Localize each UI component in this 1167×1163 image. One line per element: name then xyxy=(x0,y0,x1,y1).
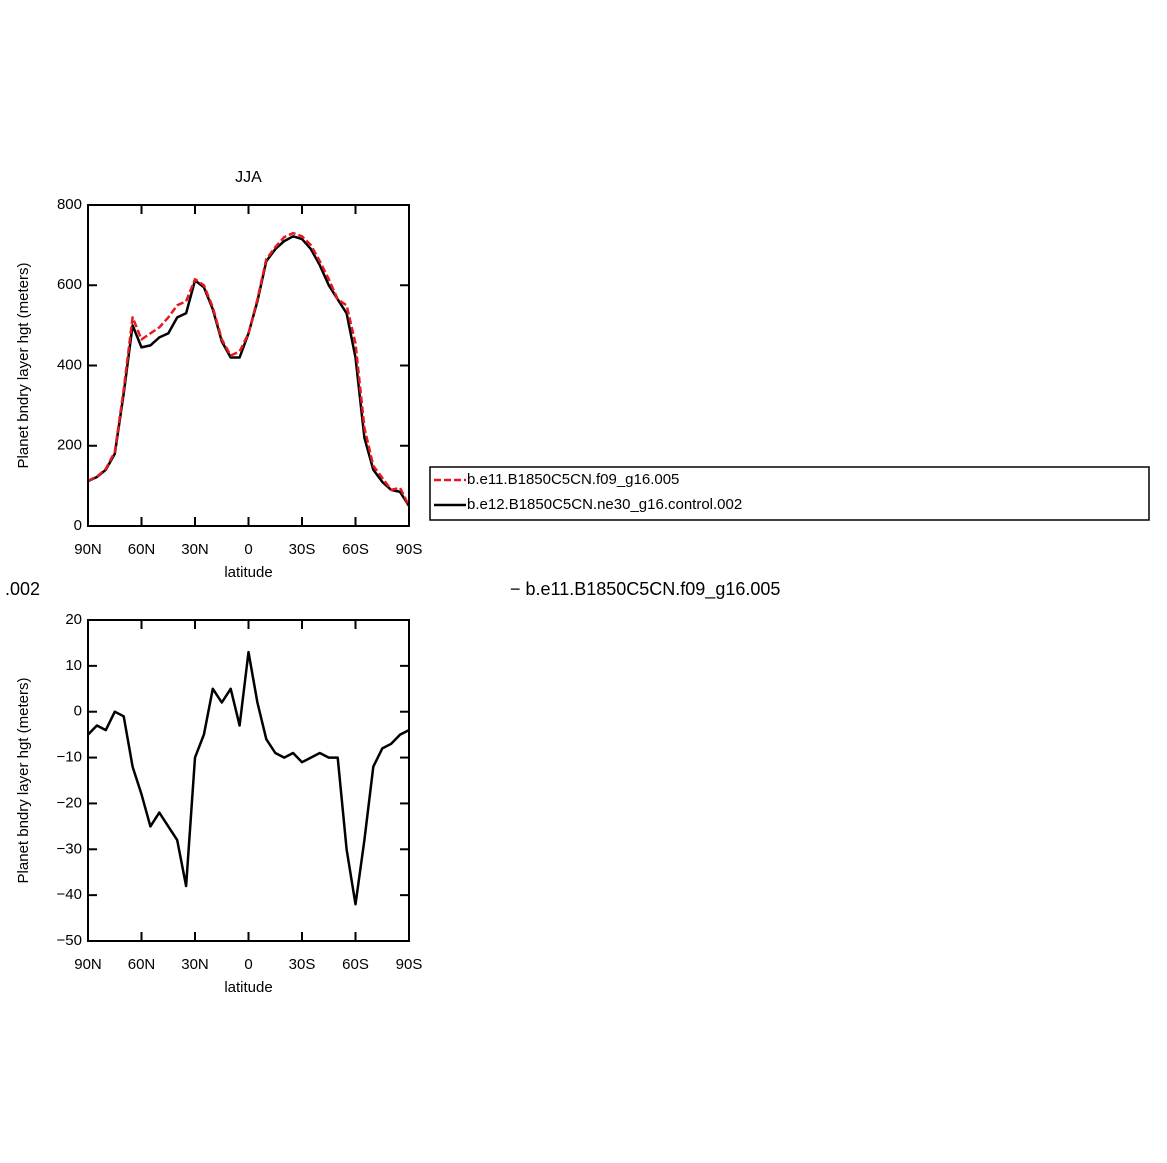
x-tick-label: 60N xyxy=(128,956,156,973)
chart-title: JJA xyxy=(235,169,262,186)
y-tick-label: 200 xyxy=(57,437,82,454)
x-tick-label: 0 xyxy=(244,956,252,973)
x-tick-label: 90N xyxy=(74,956,102,973)
chart-title-right: − b.e11.B1850C5CN.f09_g16.005 xyxy=(510,579,780,600)
x-tick-label: 60S xyxy=(342,541,369,558)
x-tick-label: 0 xyxy=(244,541,252,558)
y-axis-label: Planet bndry layer hgt (meters) xyxy=(15,263,32,469)
x-axis-label: latitude xyxy=(224,564,272,581)
line-series xyxy=(87,235,411,507)
legend-label: b.e11.B1850C5CN.f09_g16.005 xyxy=(467,471,679,488)
y-tick-label: 10 xyxy=(65,657,82,674)
x-tick-label: 90S xyxy=(396,956,423,973)
y-tick-label: −50 xyxy=(57,932,82,949)
plot-frame xyxy=(87,619,410,942)
x-tick-label: 60S xyxy=(342,956,369,973)
y-tick-label: 800 xyxy=(57,196,82,213)
x-tick-label: 30N xyxy=(181,956,209,973)
x-tick-label: 30S xyxy=(289,956,316,973)
plot-frame xyxy=(87,204,410,527)
x-tick-label: 90S xyxy=(396,541,423,558)
x-axis-label: latitude xyxy=(224,979,272,996)
y-tick-label: −40 xyxy=(57,886,82,903)
y-tick-label: −30 xyxy=(57,840,82,857)
y-tick-label: 0 xyxy=(74,703,82,720)
y-axis-label: Planet bndry layer hgt (meters) xyxy=(15,678,32,884)
chart-title-left: .002 xyxy=(5,579,40,599)
y-tick-label: −20 xyxy=(57,794,82,811)
x-tick-label: 30N xyxy=(181,541,209,558)
y-tick-label: 20 xyxy=(65,611,82,628)
legend-label: b.e12.B1850C5CN.ne30_g16.control.002 xyxy=(467,496,742,513)
y-tick-label: 400 xyxy=(57,356,82,373)
x-tick-label: 30S xyxy=(289,541,316,558)
x-tick-label: 60N xyxy=(128,541,156,558)
y-tick-label: 0 xyxy=(74,517,82,534)
y-tick-label: −10 xyxy=(57,749,82,766)
line-series xyxy=(87,231,411,507)
legend-box xyxy=(429,466,1150,521)
x-tick-label: 90N xyxy=(74,541,102,558)
line-series xyxy=(87,650,410,906)
y-tick-label: 600 xyxy=(57,276,82,293)
